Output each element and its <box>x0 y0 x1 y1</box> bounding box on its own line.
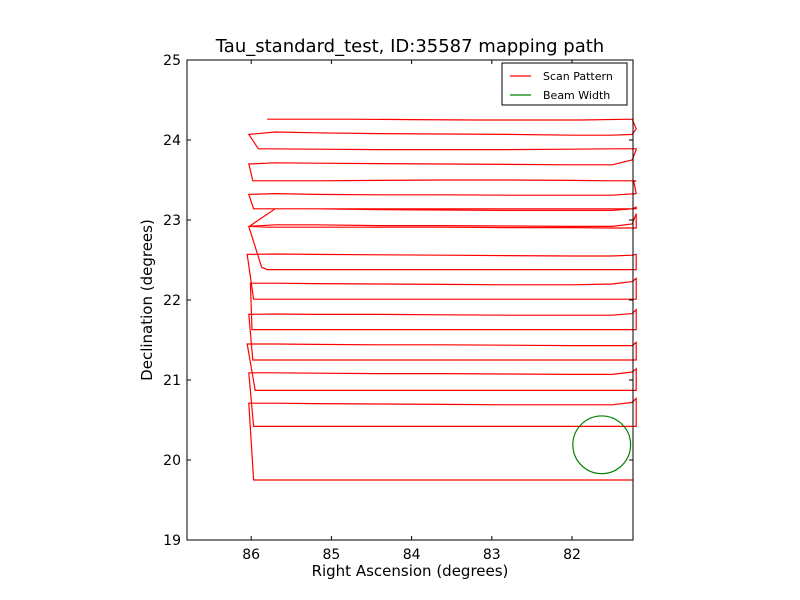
y-tick-label: 20 <box>163 453 181 469</box>
plot-background <box>187 60 633 540</box>
legend: Scan Pattern Beam Width <box>501 62 628 106</box>
y-tick-label: 23 <box>163 213 181 229</box>
legend-frame <box>501 62 628 106</box>
y-tick-label: 25 <box>163 53 181 69</box>
x-axis-label: Right Ascension (degrees) <box>312 562 509 580</box>
x-tick-label: 84 <box>403 547 421 563</box>
series-line-scan-pattern <box>246 118 637 481</box>
y-tick-label: 19 <box>163 533 181 549</box>
series-layer <box>246 118 637 481</box>
x-tick-label: 86 <box>242 547 260 563</box>
beam-width-circle <box>572 415 632 475</box>
legend-label-scan-pattern: Scan Pattern <box>543 70 613 83</box>
x-tick-label: 85 <box>322 547 340 563</box>
axes-layer: 86 85 84 83 82 19 20 21 22 23 24 25 <box>163 53 634 563</box>
y-tick-label: 22 <box>163 293 181 309</box>
y-axis-label: Declination (degrees) <box>138 219 156 381</box>
y-tick-label: 24 <box>163 133 181 149</box>
x-tick-label: 83 <box>483 547 501 563</box>
chart-title: Tau_standard_test, ID:35587 mapping path <box>215 36 604 57</box>
plot-area <box>187 60 633 540</box>
x-tick-label: 82 <box>563 547 581 563</box>
legend-label-beam-width: Beam Width <box>543 89 610 102</box>
y-tick-label: 21 <box>163 373 181 389</box>
